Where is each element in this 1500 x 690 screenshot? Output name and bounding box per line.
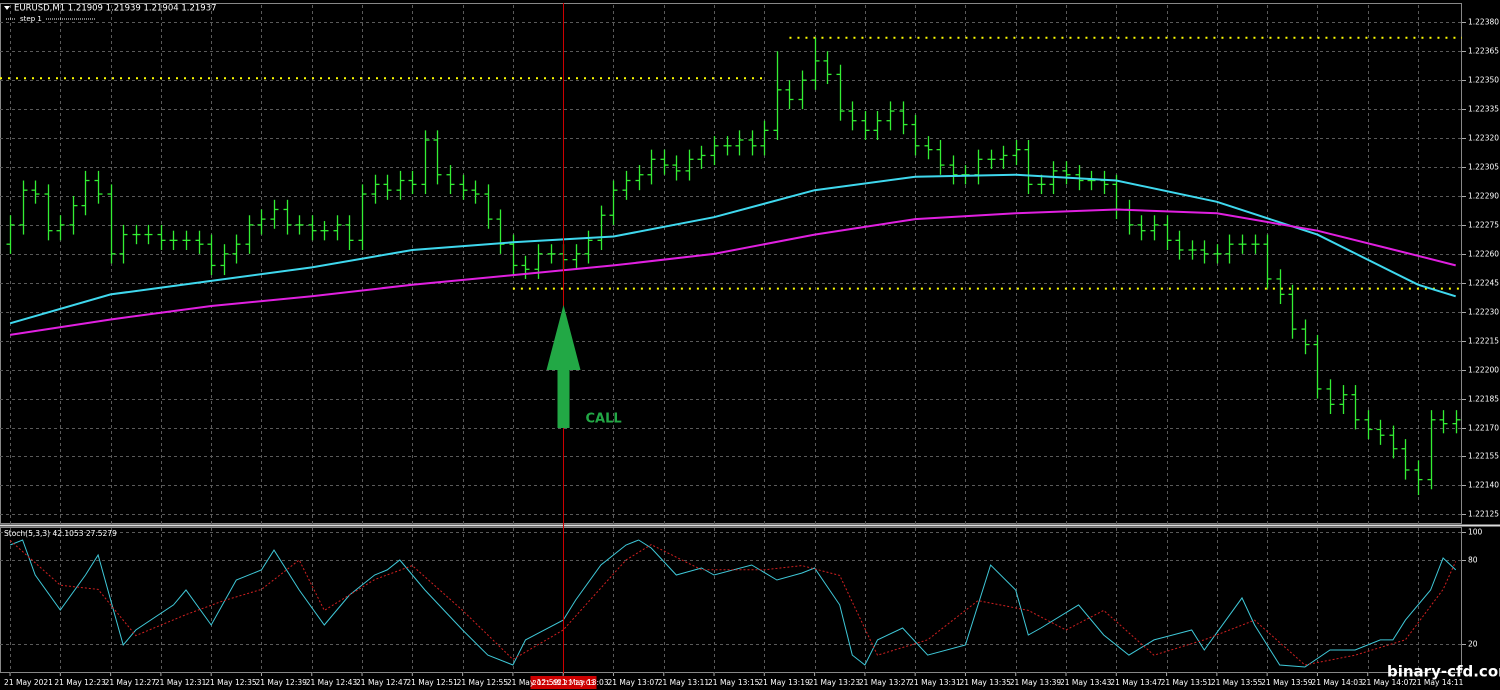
chart-title: EURUSD,M1 1.21909 1.21939 1.21904 1.2193…: [14, 4, 217, 14]
y-tick-label: 100: [1468, 528, 1483, 537]
y-tick-label: 20: [1468, 640, 1478, 649]
x-tick-label: 21 May 12:35: [205, 678, 257, 687]
x-tick-label: 21 May 13:11: [658, 678, 710, 687]
y-tick-label: 1.22215: [1468, 337, 1499, 346]
menu-arrow: [4, 6, 10, 10]
y-tick-label: 1.22200: [1468, 366, 1499, 375]
watermark: binary-cfd.com: [1387, 663, 1500, 681]
x-tick-label: 21 May 13:39: [1010, 678, 1062, 687]
stoch-title: Stoch(5,3,3) 42.1053 27.5279: [4, 529, 117, 538]
x-tick-label: 21 May 12:55: [457, 678, 509, 687]
x-tick-label: 21 May 12:47: [356, 678, 408, 687]
x-tick-label: 21 May 14:11: [1412, 678, 1464, 687]
crosshair-label: 2021.05.21 13:03: [532, 679, 594, 687]
x-tick-label: 21 May 13:07: [607, 678, 659, 687]
crosshair-label-box: [530, 676, 597, 689]
x-tick-label: 21 May 12:27: [105, 678, 157, 687]
x-tick-label: 21 May 13:15: [708, 678, 760, 687]
stoch-line: [9, 540, 1457, 666]
y-tick-label: 1.22260: [1468, 250, 1499, 259]
x-tick-label: 21 May 12:39: [255, 678, 307, 687]
y-tick-label: 1.22140: [1468, 481, 1499, 490]
y-tick-label: 1.22320: [1468, 134, 1499, 143]
y-tick-label: 1.22125: [1468, 510, 1499, 519]
y-tick-label: 1.22365: [1468, 47, 1499, 56]
y-tick-label: 1.22380: [1468, 18, 1499, 27]
x-tick-label: 21 May 13:43: [1060, 678, 1112, 687]
y-tick-label: 1.22290: [1468, 192, 1499, 201]
y-tick-label: 1.22350: [1468, 76, 1499, 85]
annotation: CALL: [586, 412, 622, 427]
x-tick-label: 21 May 13:31: [909, 678, 961, 687]
y-tick-label: 1.22155: [1468, 452, 1499, 461]
moving-average: [9, 208, 1456, 336]
moving-average: [9, 173, 1456, 325]
x-tick-label: 21 May 14:03: [1311, 678, 1363, 687]
overlay: 2021.05.21 13:03 CALL binary-cfd.com: [530, 3, 1500, 689]
x-tick-label: 21 May 13:23: [809, 678, 861, 687]
x-tick-label: 21 May 13:03: [557, 678, 609, 687]
y-tick-label: 80: [1468, 556, 1478, 565]
x-tick-label: 21 May 13:19: [758, 678, 810, 687]
stoch-frame: [0, 527, 1462, 673]
x-tick-label: 21 May 12:59: [507, 678, 559, 687]
x-tick-label: 21 May 13:47: [1110, 678, 1162, 687]
chart-subtitle: step 1: [20, 15, 42, 23]
stoch-plot: [0, 528, 1462, 673]
x-tick-label: 21 May 12:23: [54, 678, 106, 687]
y-tick-label: 1.22230: [1468, 308, 1499, 317]
x-tick-label: 21 May 13:59: [1261, 678, 1313, 687]
x-tick-label: 21 May 14:07: [1362, 678, 1414, 687]
x-tick-label: 21 May 13:35: [959, 678, 1011, 687]
x-tick-label: 21 May 2021: [4, 678, 53, 687]
y-tick-label: 1.22305: [1468, 163, 1499, 172]
x-tick-label: 21 May 12:31: [155, 678, 207, 687]
x-tick-label: 21 May 12:43: [306, 678, 358, 687]
y-tick-label: 1.22335: [1468, 105, 1499, 114]
y-tick-label: 1.22185: [1468, 395, 1499, 404]
y-tick-label: 1.22245: [1468, 279, 1499, 288]
x-tick-label: 21 May 13:55: [1211, 678, 1263, 687]
x-tick-label: 21 May 13:51: [1161, 678, 1213, 687]
y-tick-label: 1.22170: [1468, 424, 1499, 433]
stoch-line: [9, 539, 1457, 668]
call-arrow: [546, 305, 581, 428]
main-frame: [0, 3, 1462, 524]
x-tick-label: 21 May 13:27: [859, 678, 911, 687]
main-plot: [0, 3, 1462, 524]
y-tick-label: 1.22275: [1468, 221, 1499, 230]
x-tick-label: 21 May 12:51: [406, 678, 458, 687]
